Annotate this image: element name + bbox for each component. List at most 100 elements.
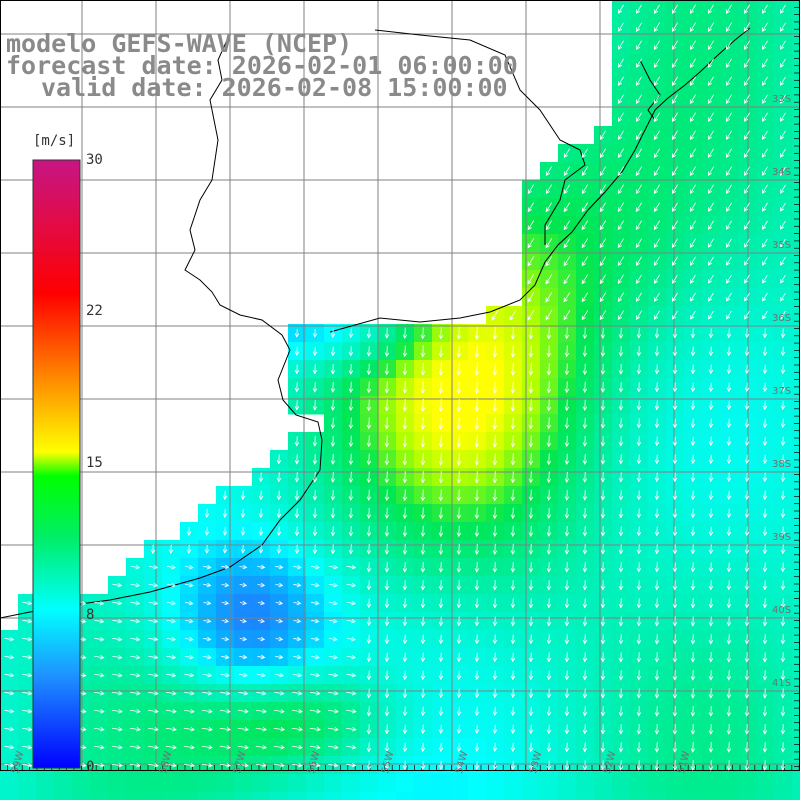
- field-cell: [198, 792, 217, 800]
- wind-arrow: [743, 112, 750, 122]
- wind-arrow: [527, 238, 535, 249]
- wind-arrow: [257, 564, 266, 570]
- wind-arrow: [599, 148, 607, 159]
- field-cell: [36, 792, 55, 800]
- wind-arrow: [744, 274, 750, 284]
- wind-arrow: [420, 634, 426, 645]
- wind-arrow: [22, 618, 33, 624]
- wind-arrow: [617, 202, 625, 213]
- wind-arrow: [346, 564, 357, 570]
- wind-arrow: [780, 274, 786, 284]
- wind-arrow: [600, 472, 606, 483]
- field-cell: [792, 468, 800, 487]
- wind-arrow: [690, 580, 696, 591]
- wind-arrow: [563, 184, 571, 195]
- wind-arrow: [348, 435, 354, 448]
- wind-arrow: [312, 472, 318, 483]
- wind-arrow: [617, 310, 625, 321]
- wind-arrow: [185, 618, 194, 624]
- wind-arrow: [528, 489, 534, 502]
- wind-arrow: [672, 454, 678, 465]
- wind-arrow: [546, 435, 552, 448]
- wind-arrow: [635, 112, 642, 123]
- wind-arrow: [492, 580, 498, 591]
- wind-arrow: [564, 688, 570, 699]
- wind-arrow: [582, 490, 588, 501]
- wind-arrow: [219, 745, 231, 750]
- wind-arrow: [438, 652, 444, 663]
- wind-arrow: [402, 489, 408, 502]
- wind-arrow: [582, 399, 588, 412]
- wind-arrow: [654, 544, 660, 555]
- wind-arrow: [239, 654, 248, 660]
- wind-arrow: [545, 238, 553, 249]
- wind-arrow: [203, 582, 212, 588]
- wind-arrow: [762, 364, 768, 375]
- field-cell: [126, 792, 145, 800]
- wind-arrow: [582, 742, 588, 753]
- wind-arrow: [309, 727, 321, 732]
- wind-arrow: [384, 363, 390, 376]
- wind-arrow: [402, 562, 408, 573]
- wind-arrow: [564, 399, 570, 412]
- wind-arrow: [311, 636, 320, 642]
- wind-arrow: [220, 690, 231, 696]
- wind-arrow: [255, 709, 267, 714]
- wind-arrow: [780, 688, 786, 699]
- wind-arrow: [327, 727, 339, 732]
- wind-arrow: [690, 328, 696, 339]
- wind-arrow: [186, 544, 192, 554]
- wind-arrow: [474, 543, 480, 555]
- field-cell: [576, 774, 595, 793]
- wind-arrow: [275, 654, 284, 660]
- wind-arrow: [600, 706, 606, 717]
- wind-arrow: [165, 745, 177, 750]
- wind-arrow: [726, 292, 732, 302]
- wind-arrow: [653, 256, 660, 267]
- wind-arrow: [492, 634, 498, 645]
- wind-arrow: [653, 184, 661, 195]
- wind-arrow: [112, 582, 123, 588]
- wind-arrow: [726, 490, 732, 501]
- wind-arrow: [311, 618, 320, 624]
- wind-arrow: [743, 166, 750, 176]
- field-cell: [342, 792, 361, 800]
- wind-arrow: [456, 471, 462, 484]
- field-cell: [792, 126, 800, 145]
- wind-arrow: [654, 454, 660, 465]
- wind-arrow: [184, 654, 195, 660]
- wind-arrow: [474, 489, 480, 502]
- wind-arrow: [456, 670, 462, 681]
- wind-arrow: [671, 238, 678, 249]
- wind-arrow: [599, 256, 607, 267]
- wind-arrow: [129, 727, 141, 732]
- wind-arrow: [707, 184, 714, 195]
- wind-arrow: [183, 727, 195, 732]
- wind-arrow: [310, 690, 321, 696]
- wind-arrow: [492, 616, 498, 627]
- wind-arrow: [147, 745, 159, 750]
- wind-arrow: [222, 490, 228, 501]
- wind-arrow: [780, 184, 786, 194]
- wind-arrow: [384, 634, 390, 645]
- wind-arrow: [672, 400, 678, 411]
- wind-arrow: [239, 564, 248, 570]
- wind-arrow: [563, 274, 571, 285]
- wind-arrow: [600, 363, 606, 375]
- wind-arrow: [456, 543, 462, 555]
- wind-arrow: [112, 600, 123, 606]
- wind-arrow: [690, 741, 696, 753]
- wind-arrow: [635, 202, 643, 213]
- wind-arrow: [672, 544, 678, 555]
- wind-arrow: [707, 112, 714, 123]
- wind-arrow: [510, 562, 516, 573]
- wind-arrow: [780, 706, 786, 717]
- wind-arrow: [671, 58, 678, 69]
- wind-arrow: [600, 760, 606, 771]
- wind-arrow: [310, 654, 320, 660]
- wind-arrow: [761, 58, 768, 68]
- wind-arrow: [294, 329, 300, 338]
- wind-arrow: [725, 148, 732, 158]
- wind-arrow: [744, 724, 750, 735]
- wind-arrow: [294, 526, 300, 537]
